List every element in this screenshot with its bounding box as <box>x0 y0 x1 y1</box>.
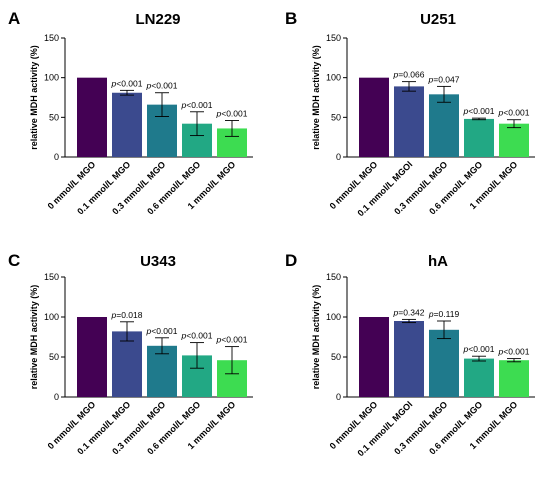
y-tick-label: 100 <box>326 73 341 83</box>
panel-letter: A <box>8 9 20 28</box>
y-axis-label: relative MDH activity (%) <box>311 45 321 150</box>
p-value-label: p=0.342 <box>393 307 425 317</box>
y-tick-label: 100 <box>326 312 341 322</box>
y-tick-label: 100 <box>44 73 59 83</box>
y-tick-label: 50 <box>49 112 59 122</box>
bar-1 <box>77 317 107 397</box>
y-tick-label: 50 <box>331 352 341 362</box>
y-axis-label: relative MDH activity (%) <box>29 45 39 150</box>
p-value-label: p<0.001 <box>216 335 248 345</box>
p-value-label: p=0.018 <box>111 310 143 320</box>
y-axis-label: relative MDH activity (%) <box>29 285 39 390</box>
p-value-label: p<0.001 <box>463 344 495 354</box>
chart-title: hA <box>428 253 448 270</box>
y-tick-label: 50 <box>331 112 341 122</box>
bar-1 <box>359 77 389 157</box>
chart-panel-a: A LN229 0 50 100 150 relative MDH activity (%)… <box>8 9 253 217</box>
y-tick-label: 150 <box>44 272 59 282</box>
y-axis-label: relative MDH activity (%) <box>311 285 321 390</box>
bar-2 <box>112 331 142 397</box>
p-value-label: p<0.001 <box>181 331 213 341</box>
panel-letter: C <box>8 251 20 270</box>
y-tick-label: 0 <box>336 152 341 162</box>
bar-4 <box>464 118 494 157</box>
p-value-label: p=0.066 <box>393 70 425 80</box>
chart-title: U343 <box>140 253 176 270</box>
y-tick-label: 150 <box>326 272 341 282</box>
p-value-label: p<0.001 <box>498 347 530 357</box>
p-value-label: p=0.119 <box>428 309 460 319</box>
p-value-label: p<0.001 <box>111 78 143 88</box>
p-value-label: p<0.001 <box>146 81 178 91</box>
y-tick-label: 100 <box>44 312 59 322</box>
p-value-label: p<0.001 <box>146 326 178 336</box>
bar-3 <box>147 345 177 397</box>
panel-letter: D <box>285 251 297 270</box>
p-value-label: p<0.001 <box>216 109 248 119</box>
y-tick-label: 0 <box>336 392 341 402</box>
bar-5 <box>499 360 529 397</box>
bar-3 <box>429 329 459 397</box>
panels: A LN229 0 50 100 150 relative MDH activity (%)… <box>8 9 535 458</box>
y-tick-label: 50 <box>49 352 59 362</box>
p-value-label: p<0.001 <box>181 100 213 110</box>
bar-1 <box>359 317 389 397</box>
p-value-label: p<0.001 <box>463 106 495 116</box>
chart-title: U251 <box>420 11 456 28</box>
bar-1 <box>77 77 107 157</box>
chart-title: LN229 <box>135 11 180 28</box>
bar-2 <box>394 86 424 157</box>
bar-5 <box>499 123 529 157</box>
bar-3 <box>429 94 459 157</box>
p-value-label: p=0.047 <box>428 74 460 84</box>
y-tick-label: 0 <box>54 152 59 162</box>
bar-2 <box>394 321 424 397</box>
bar-4 <box>464 358 494 397</box>
y-tick-label: 150 <box>326 33 341 43</box>
bar-2 <box>112 92 142 157</box>
panel-letter: B <box>285 9 297 28</box>
y-tick-label: 150 <box>44 33 59 43</box>
p-value-label: p<0.001 <box>498 108 530 118</box>
y-tick-label: 0 <box>54 392 59 402</box>
